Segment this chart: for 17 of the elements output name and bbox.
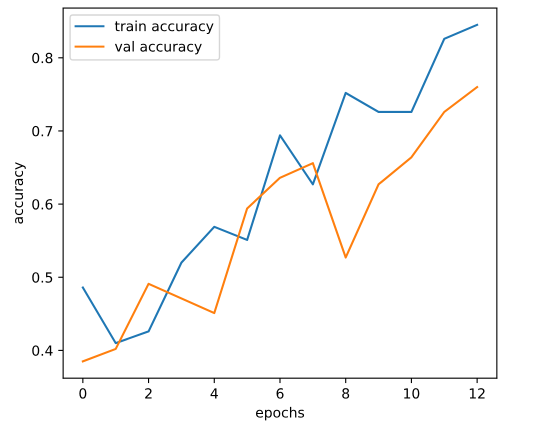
y-tick-label: 0.5 — [32, 272, 52, 283]
x-tick-label: 8 — [342, 388, 350, 399]
x-axis-title: epochs — [256, 406, 304, 420]
x-tick-label: 2 — [145, 388, 152, 398]
x-tick-label: 12 — [470, 388, 485, 398]
y-tick-label: 0.8 — [32, 52, 52, 64]
x-tick-label: 4 — [210, 388, 218, 398]
x-tick-label: 6 — [276, 388, 284, 399]
line-series — [82, 86, 478, 362]
legend-label: train accuracy — [114, 20, 214, 34]
legend-label: val accuracy — [114, 40, 202, 54]
y-axis-title: accuracy — [15, 162, 26, 224]
y-tick-label: 0.7 — [32, 126, 52, 136]
x-tick-label: 10 — [404, 388, 420, 399]
y-tick-label: 0.6 — [32, 199, 53, 210]
x-tick-label: 0 — [79, 388, 86, 399]
y-tick-label: 0.4 — [32, 345, 53, 356]
